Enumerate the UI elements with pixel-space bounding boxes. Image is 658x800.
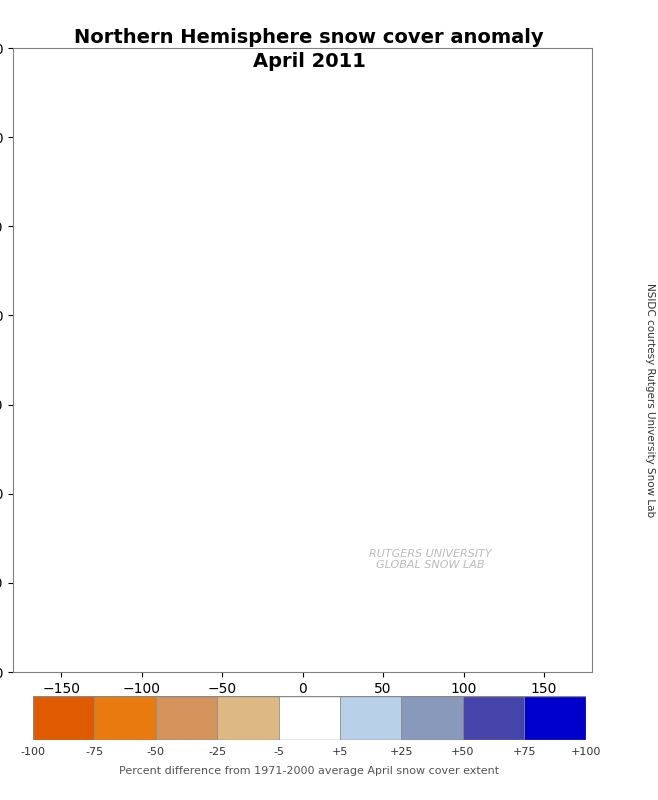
Text: +5: +5 [332, 746, 348, 757]
Text: -50: -50 [147, 746, 164, 757]
Text: -25: -25 [208, 746, 226, 757]
Text: -75: -75 [86, 746, 103, 757]
FancyBboxPatch shape [217, 696, 278, 740]
FancyBboxPatch shape [463, 696, 524, 740]
FancyBboxPatch shape [524, 696, 586, 740]
Text: +50: +50 [451, 746, 474, 757]
Text: +75: +75 [513, 746, 536, 757]
Text: April 2011: April 2011 [253, 52, 366, 71]
Text: -100: -100 [20, 746, 45, 757]
Text: Percent difference from 1971-2000 average April snow cover extent: Percent difference from 1971-2000 averag… [119, 766, 499, 776]
FancyBboxPatch shape [94, 696, 156, 740]
Text: Northern Hemisphere snow cover anomaly: Northern Hemisphere snow cover anomaly [74, 28, 544, 47]
Text: NSIDC courtesy Rutgers University Snow Lab: NSIDC courtesy Rutgers University Snow L… [645, 283, 655, 517]
FancyBboxPatch shape [156, 696, 217, 740]
Text: +100: +100 [570, 746, 601, 757]
Text: +25: +25 [390, 746, 413, 757]
FancyBboxPatch shape [33, 696, 94, 740]
FancyBboxPatch shape [340, 696, 401, 740]
FancyBboxPatch shape [278, 696, 340, 740]
Text: RUTGERS UNIVERSITY
GLOBAL SNOW LAB: RUTGERS UNIVERSITY GLOBAL SNOW LAB [368, 549, 492, 570]
FancyBboxPatch shape [401, 696, 463, 740]
Text: -5: -5 [273, 746, 284, 757]
